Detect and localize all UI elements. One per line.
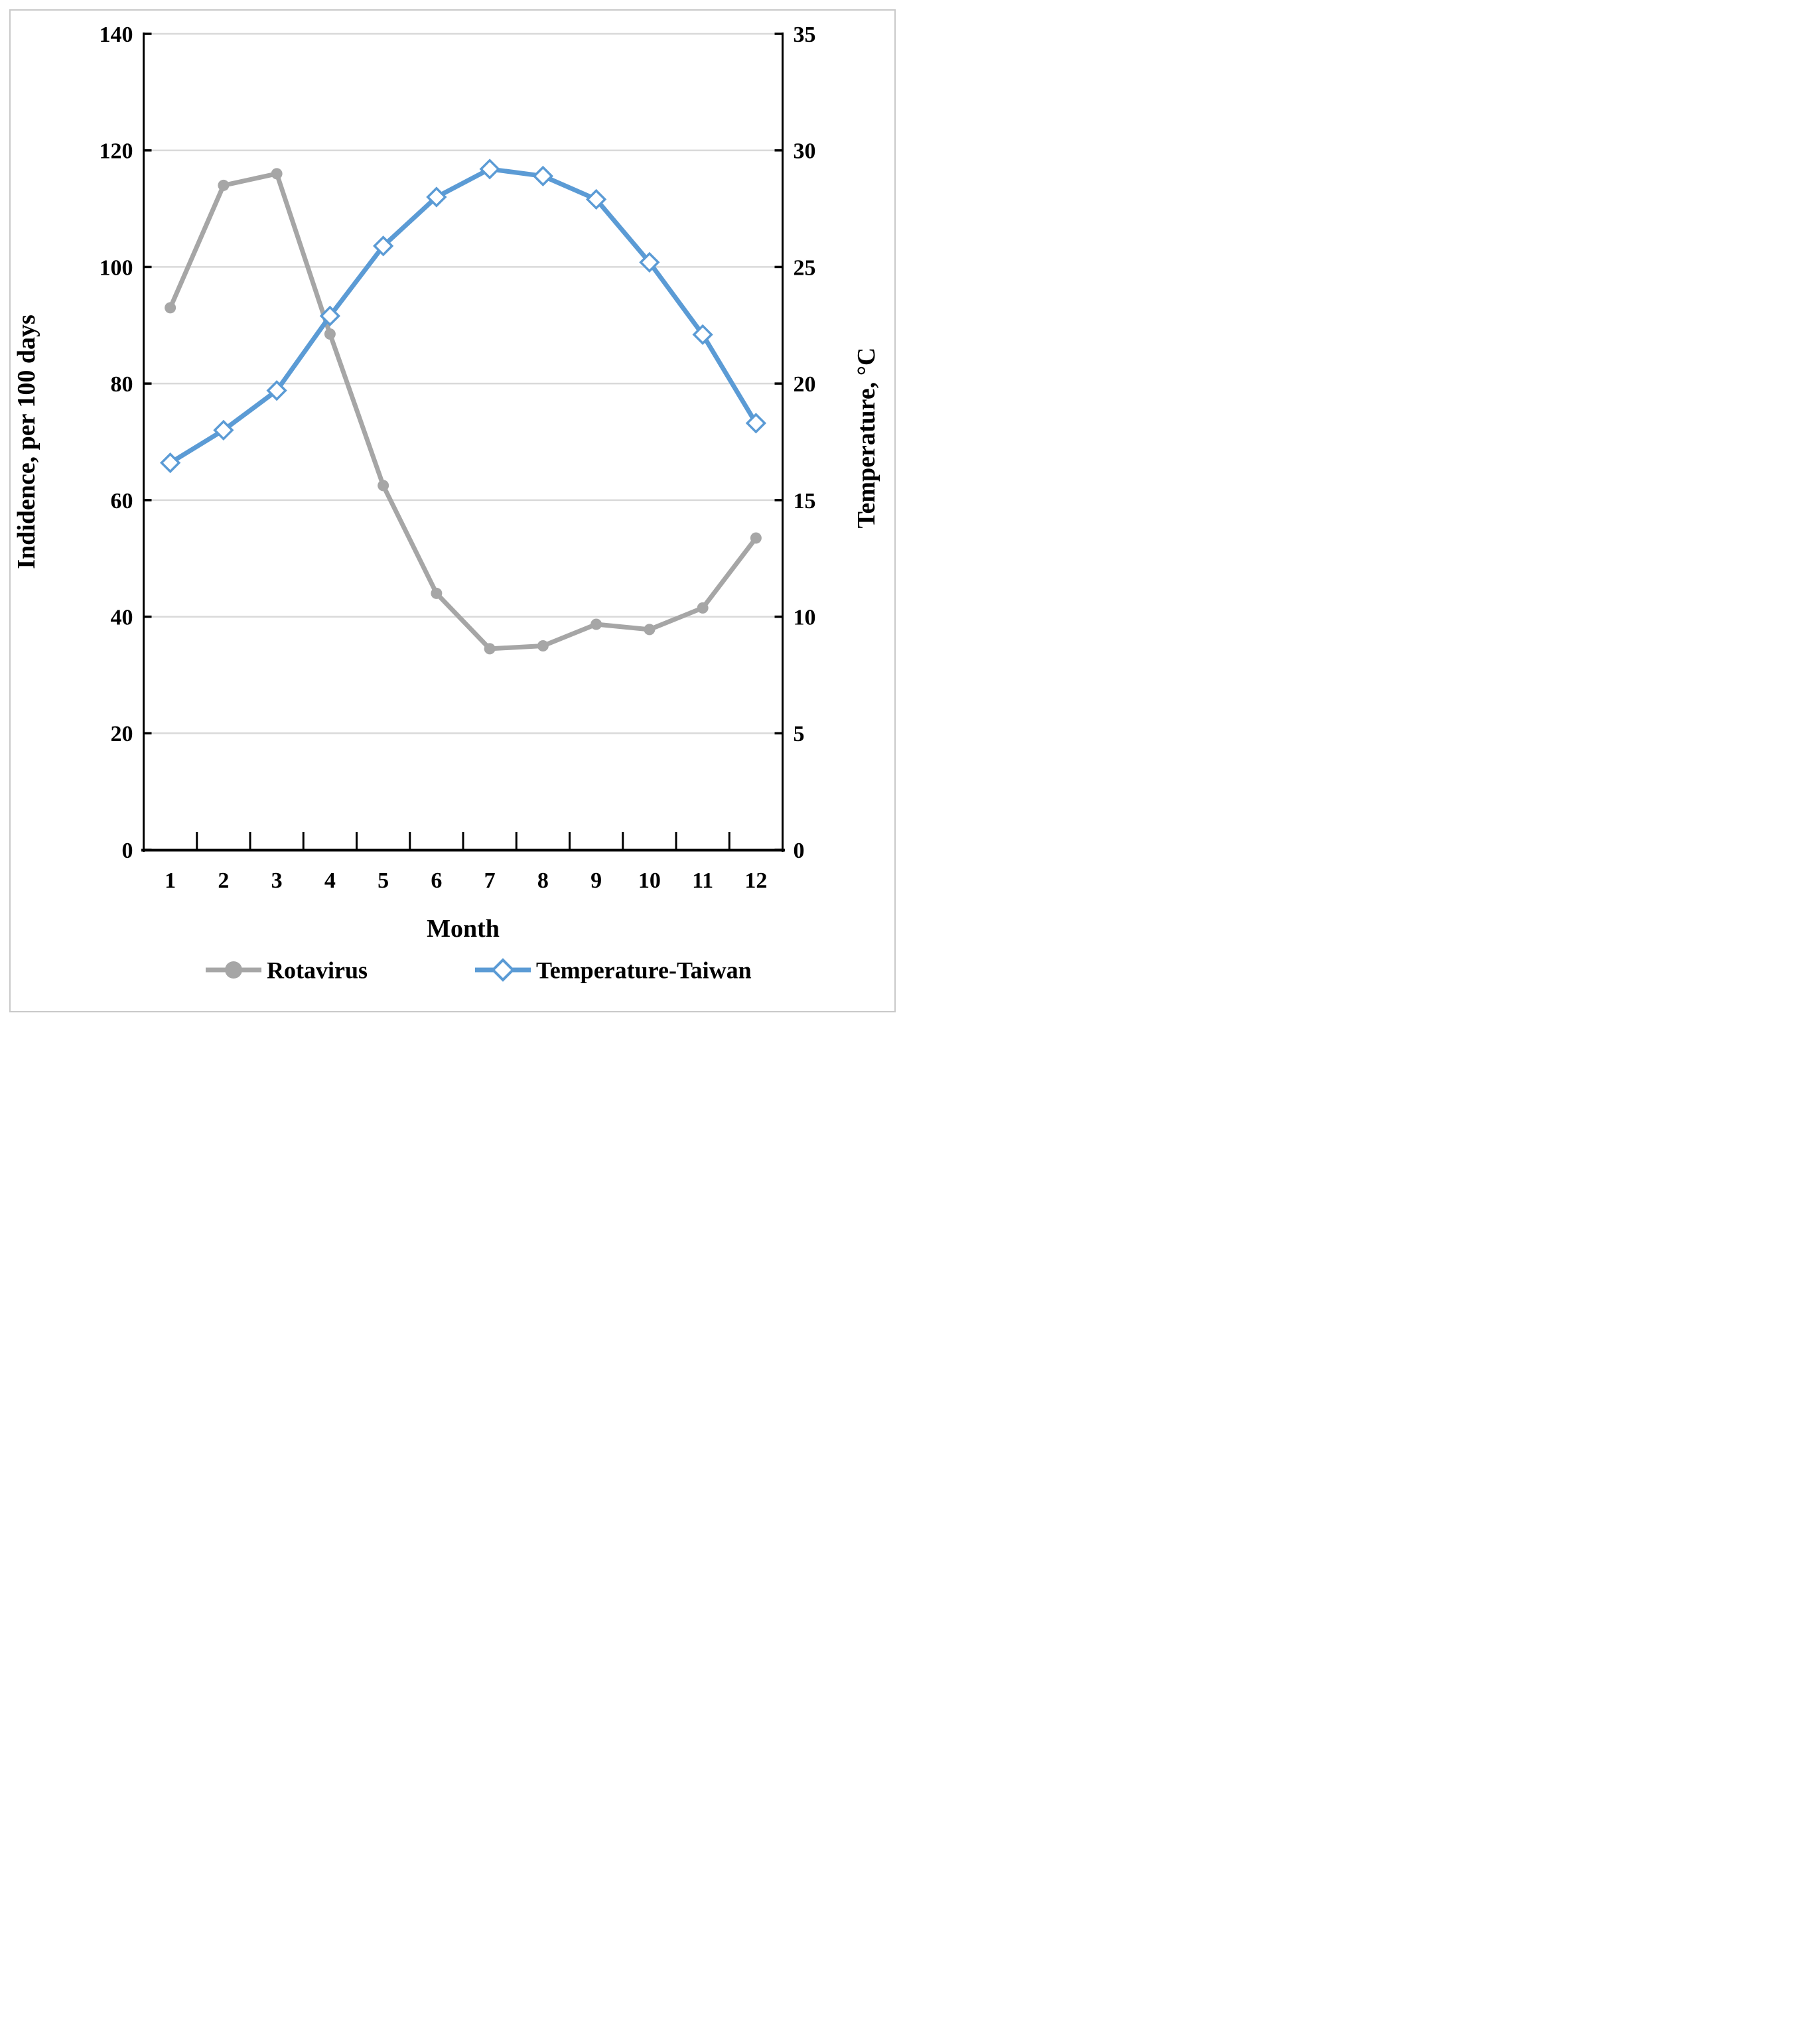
marker-rotavirus [591, 618, 602, 630]
x-tick-label: 9 [591, 868, 602, 893]
y-left-tick-label: 40 [111, 605, 133, 630]
marker-rotavirus [165, 302, 176, 314]
x-tick-label: 11 [692, 868, 713, 893]
y-left-tick-label: 140 [100, 23, 133, 47]
y-left-tick-label: 120 [100, 139, 133, 164]
y-right-tick-label: 10 [794, 605, 816, 630]
y-right-tick-label: 25 [794, 255, 816, 280]
marker-temperature-taiwan [426, 186, 447, 208]
x-tick-label: 5 [378, 868, 389, 893]
y-right-tick-label: 0 [794, 839, 805, 863]
legend-marker [225, 961, 242, 979]
marker-temperature-taiwan [319, 305, 341, 326]
y-right-tick-label: 15 [794, 489, 816, 513]
marker-rotavirus [750, 532, 762, 544]
marker-temperature-taiwan [745, 413, 767, 434]
gridlines [143, 33, 783, 734]
marker-rotavirus [271, 168, 283, 180]
y-left-tick-label: 80 [111, 372, 133, 397]
marker-rotavirus [324, 328, 336, 340]
marker-temperature-taiwan [213, 419, 234, 441]
y-left-tick-label: 20 [111, 722, 133, 746]
legend-label: Rotavirus [267, 957, 368, 984]
axes [141, 33, 785, 852]
marker-rotavirus [378, 480, 389, 492]
marker-temperature-taiwan [639, 251, 660, 273]
marker-temperature-taiwan [159, 452, 181, 474]
y-axis-right-title: Temperature, °C [853, 348, 880, 529]
series-line-temperature-taiwan [168, 167, 758, 466]
series-line-rotavirus [168, 171, 758, 651]
marker-temperature-taiwan [479, 159, 500, 180]
legend-item-rotavirus: Rotavirus [206, 957, 368, 984]
x-tick-label: 2 [218, 868, 229, 893]
legend-marker [491, 958, 515, 982]
x-tick-label: 4 [324, 868, 336, 893]
x-tick-label: 10 [638, 868, 661, 893]
x-tick-label: 8 [537, 868, 549, 893]
x-axis-title: Month [427, 915, 500, 943]
legend-item-temperature-taiwan: Temperature-Taiwan [475, 957, 752, 984]
axis-ticks [143, 33, 783, 851]
y-right-tick-label: 20 [794, 372, 816, 397]
marker-rotavirus [218, 179, 230, 191]
x-tick-label: 6 [431, 868, 442, 893]
marker-rotavirus [644, 624, 656, 636]
legend-label: Temperature-Taiwan [536, 957, 752, 984]
marker-temperature-taiwan [532, 165, 554, 186]
y-left-tick-label: 60 [111, 489, 133, 513]
marker-rotavirus [431, 587, 443, 599]
marker-temperature-taiwan [585, 188, 607, 210]
x-tick-label: 1 [165, 868, 176, 893]
marker-rotavirus [537, 640, 549, 651]
marker-temperature-taiwan [692, 324, 713, 345]
y-right-tick-label: 30 [794, 139, 816, 164]
y-right-tick-label: 5 [794, 722, 805, 746]
x-tick-label: 7 [484, 868, 496, 893]
marker-temperature-taiwan [266, 380, 287, 401]
marker-rotavirus [697, 602, 709, 614]
series-layer [159, 159, 767, 655]
figure-border [9, 9, 896, 1012]
chart-figure: 0 20 40 60 80 100 120 140 0 5 10 15 20 25 30 35 1 2 3 4 5 6 7 8… [0, 0, 905, 1022]
y-right-tick-label: 35 [794, 23, 816, 47]
marker-temperature-taiwan [372, 236, 394, 257]
legend: Rotavirus Temperature-Taiwan [206, 957, 752, 984]
marker-rotavirus [484, 643, 496, 655]
x-tick-label: 3 [271, 868, 283, 893]
x-tick-label: 12 [744, 868, 767, 893]
y-left-tick-label: 0 [122, 839, 133, 863]
y-left-tick-label: 100 [100, 255, 133, 280]
y-axis-left-title: Indidence, per 100 days [13, 314, 40, 569]
